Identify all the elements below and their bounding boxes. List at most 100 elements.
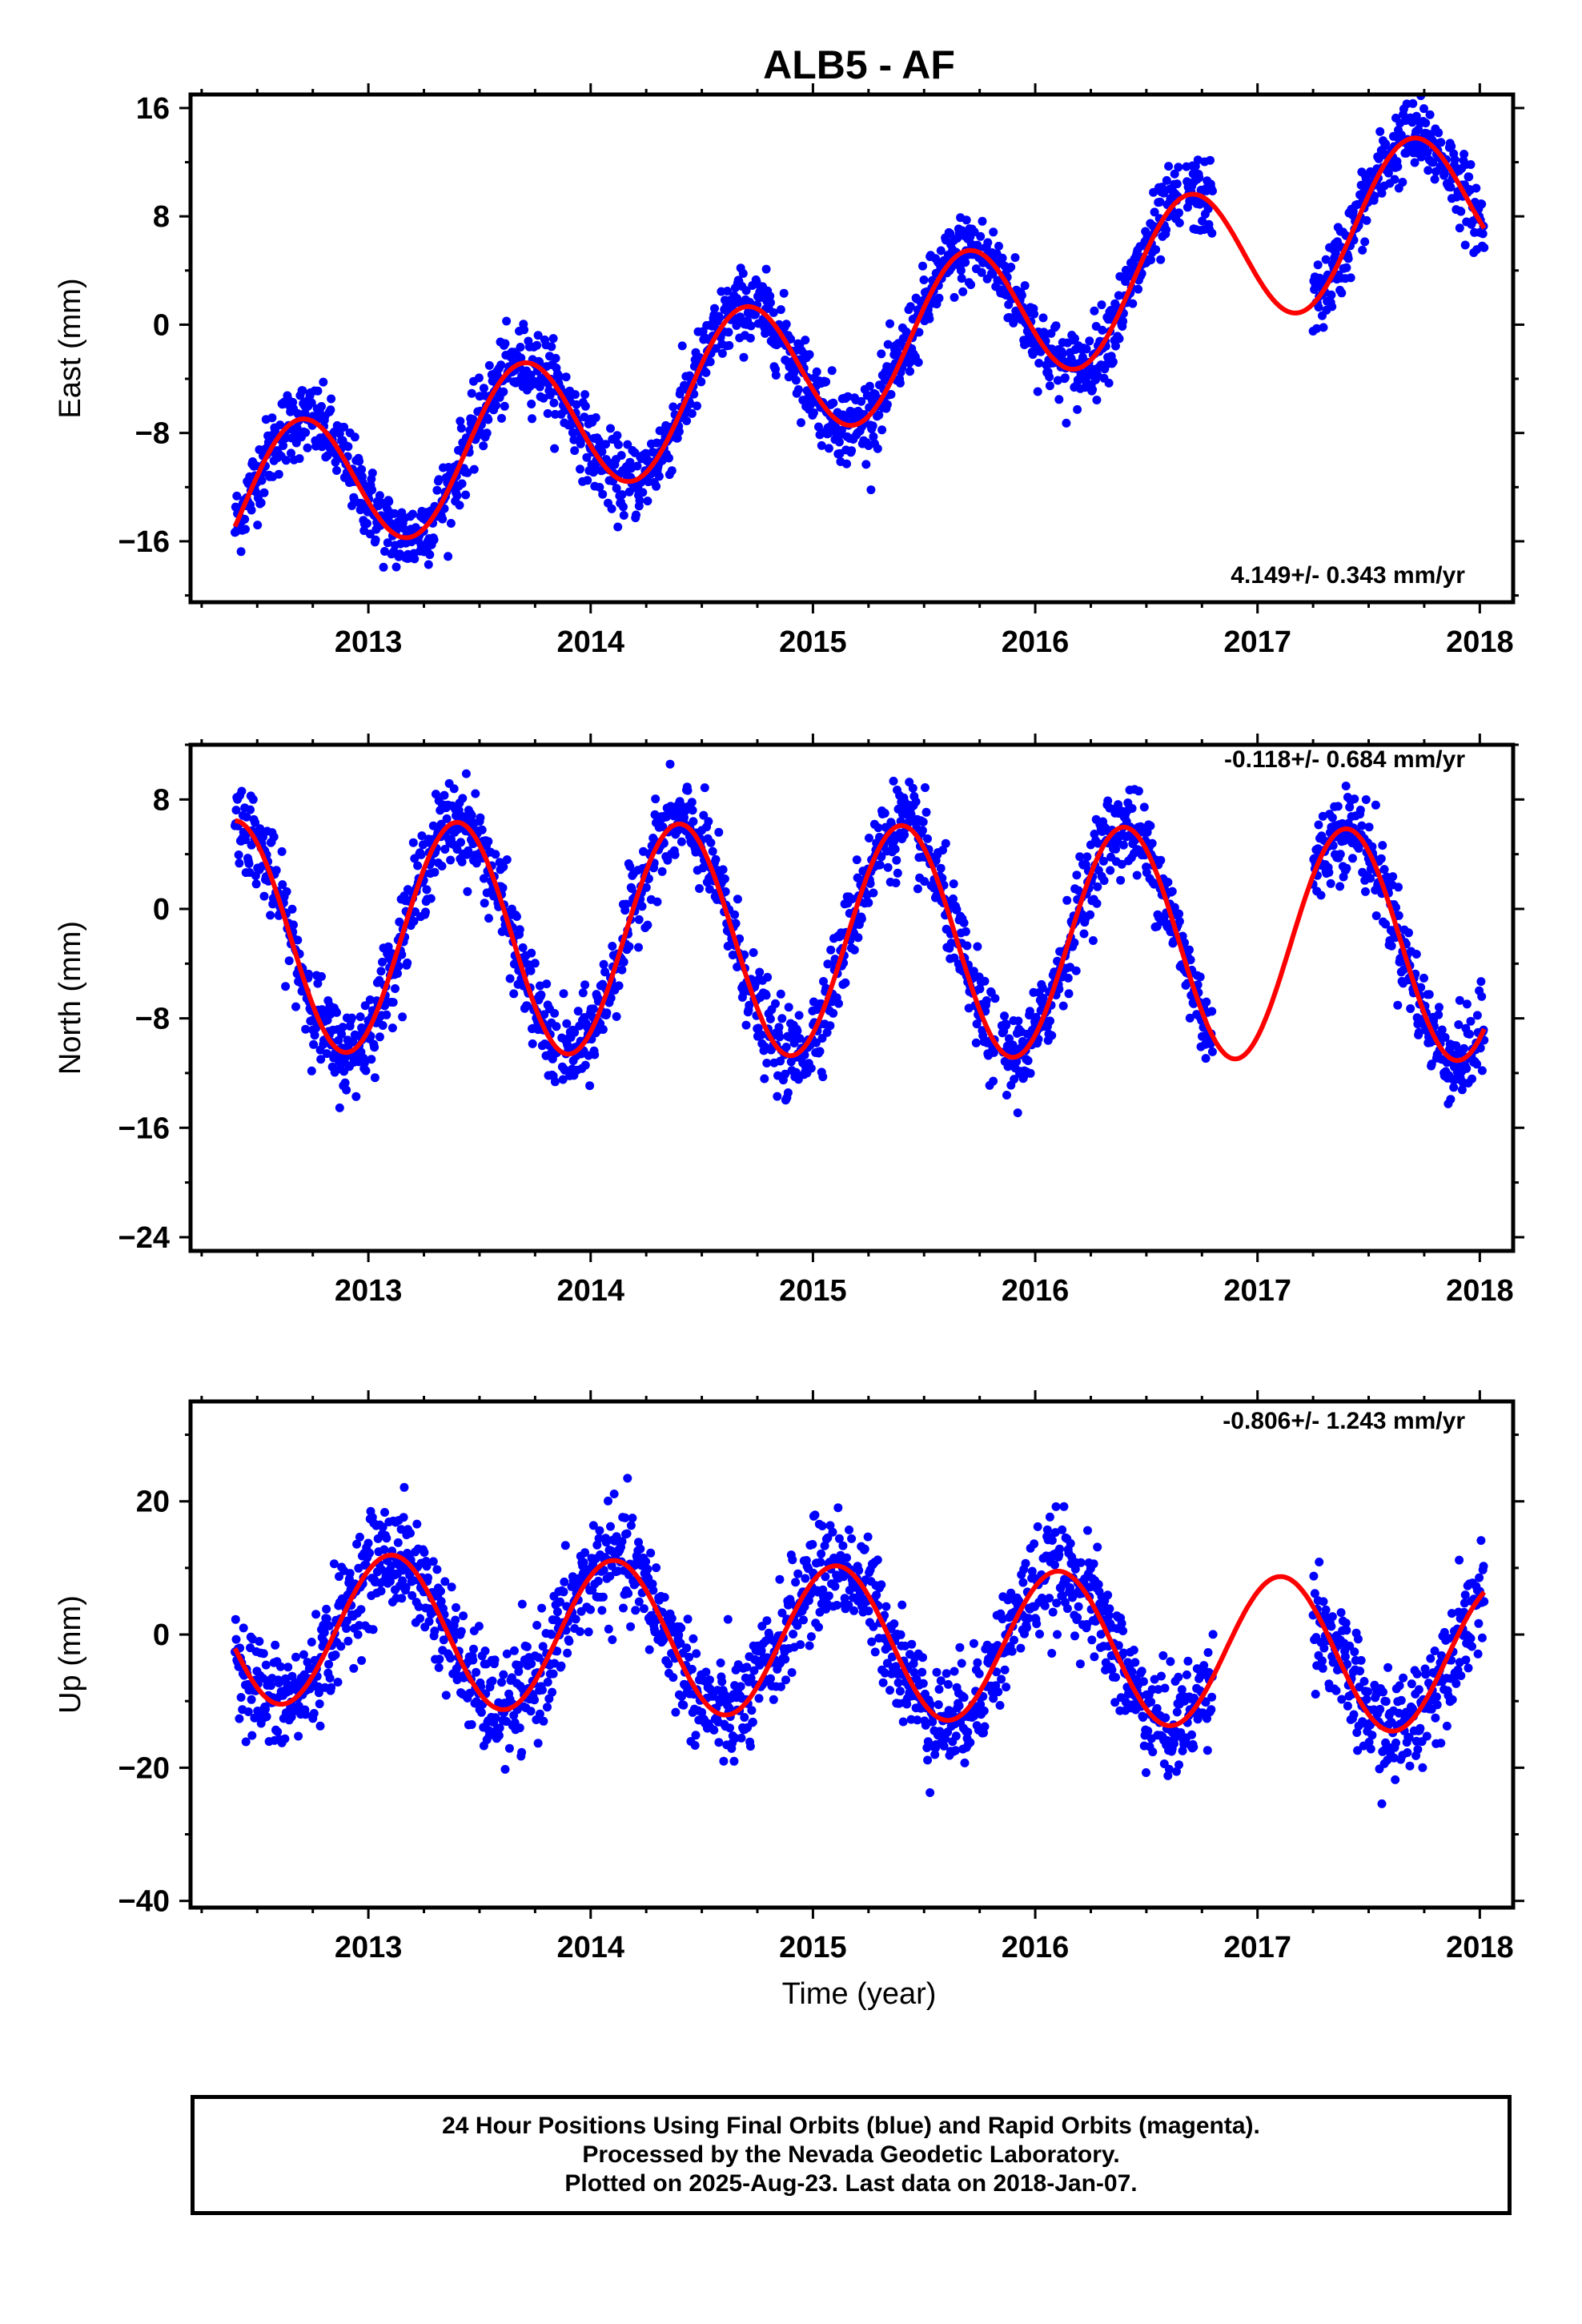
data-point xyxy=(247,1731,257,1740)
data-point xyxy=(535,1709,544,1719)
data-point xyxy=(1058,350,1067,360)
data-point xyxy=(1017,291,1026,300)
data-point xyxy=(844,1600,853,1610)
data-point xyxy=(677,341,687,351)
data-point xyxy=(1449,1083,1459,1092)
data-point xyxy=(259,1649,268,1659)
data-point xyxy=(480,899,489,908)
data-point xyxy=(299,1650,308,1659)
data-point xyxy=(1437,1025,1447,1035)
data-point xyxy=(343,1636,353,1646)
data-point xyxy=(370,1073,379,1083)
data-point xyxy=(1436,138,1446,147)
x-tick-label: 2014 xyxy=(556,1274,624,1308)
data-point xyxy=(990,994,1000,1003)
data-point xyxy=(601,1538,611,1547)
data-point xyxy=(882,400,892,409)
data-point xyxy=(307,1638,316,1647)
data-point xyxy=(761,991,771,1000)
data-point xyxy=(1377,188,1387,198)
data-point xyxy=(375,1032,384,1042)
data-point xyxy=(1321,255,1331,264)
data-point xyxy=(1416,983,1426,992)
data-point xyxy=(1324,867,1334,877)
data-point xyxy=(1327,813,1337,822)
data-point xyxy=(814,1622,823,1632)
data-point xyxy=(327,1683,336,1692)
data-point xyxy=(598,1592,608,1602)
data-point xyxy=(484,360,494,370)
data-point xyxy=(794,1011,804,1020)
data-point xyxy=(857,915,866,923)
data-point xyxy=(608,942,617,951)
data-point xyxy=(313,979,323,988)
data-point xyxy=(914,328,924,337)
data-point xyxy=(1360,237,1370,247)
data-point xyxy=(648,1586,658,1595)
data-point xyxy=(791,376,801,385)
data-point xyxy=(273,1727,283,1736)
data-point xyxy=(825,1521,835,1530)
data-point xyxy=(550,444,560,453)
data-point xyxy=(885,319,894,328)
data-point xyxy=(878,1678,888,1687)
data-point xyxy=(479,441,488,451)
data-point xyxy=(873,444,882,453)
data-point xyxy=(606,1522,615,1531)
data-point xyxy=(1146,821,1155,830)
data-point xyxy=(781,1675,790,1685)
data-point xyxy=(595,1526,604,1535)
data-point xyxy=(375,491,384,501)
data-point xyxy=(841,978,850,987)
data-point xyxy=(709,1725,719,1735)
data-point xyxy=(800,1050,809,1059)
data-point xyxy=(497,413,506,423)
data-point xyxy=(1079,929,1089,939)
data-point xyxy=(311,1610,321,1619)
data-point xyxy=(1114,334,1124,344)
data-point xyxy=(526,966,536,975)
data-point xyxy=(779,288,789,298)
data-point xyxy=(406,1529,415,1538)
data-point xyxy=(548,1669,558,1679)
data-point xyxy=(819,977,828,986)
data-point xyxy=(533,331,543,340)
data-point xyxy=(1430,175,1439,184)
data-point xyxy=(746,321,756,331)
data-point xyxy=(869,888,878,898)
data-point xyxy=(484,415,493,424)
data-point xyxy=(1156,255,1166,264)
data-point xyxy=(335,1103,344,1112)
data-point xyxy=(818,1072,828,1082)
data-point xyxy=(706,838,716,847)
data-point xyxy=(763,972,773,982)
data-point xyxy=(949,894,958,903)
data-point xyxy=(847,1534,857,1543)
data-point xyxy=(337,1029,347,1039)
data-point xyxy=(490,1655,500,1665)
data-point xyxy=(281,982,291,991)
data-point xyxy=(1185,945,1194,955)
data-point xyxy=(812,367,821,376)
data-point xyxy=(601,440,610,449)
data-point xyxy=(350,432,359,442)
data-point xyxy=(776,305,785,315)
data-point xyxy=(936,863,946,873)
x-tick-label: 2015 xyxy=(779,625,847,659)
data-point xyxy=(634,943,643,952)
data-point xyxy=(333,1678,343,1687)
data-point xyxy=(1156,855,1166,865)
data-point xyxy=(918,817,928,826)
data-point xyxy=(775,1032,785,1042)
data-point xyxy=(1174,208,1183,218)
data-point xyxy=(1314,303,1323,312)
data-point xyxy=(367,468,377,478)
data-point xyxy=(1440,1032,1450,1042)
data-point xyxy=(1460,150,1469,159)
data-point xyxy=(674,427,684,436)
data-point xyxy=(865,879,875,888)
data-point xyxy=(980,976,990,986)
data-point xyxy=(532,1621,542,1630)
data-point xyxy=(412,1519,422,1529)
